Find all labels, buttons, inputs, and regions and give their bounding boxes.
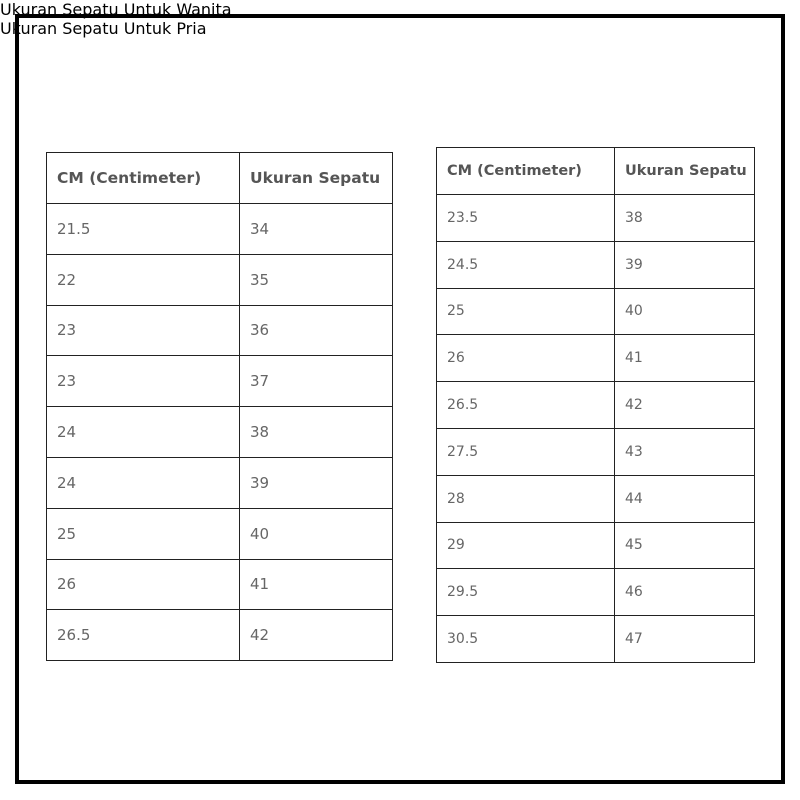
table-cell: 44 — [614, 474, 755, 523]
table-cell: 38 — [614, 194, 755, 242]
table-cell: 24.5 — [436, 240, 615, 289]
table-cell: 45 — [614, 521, 755, 570]
header-cell: CM (Centimeter) — [436, 147, 615, 195]
table-cell: 40 — [239, 507, 393, 560]
table-cell: 24 — [46, 456, 240, 509]
table-cell: 24 — [46, 406, 240, 458]
table-cell: 27.5 — [436, 427, 615, 476]
table-cell: 26 — [436, 334, 615, 383]
table-row: 24.5 39 — [436, 240, 755, 289]
table-cell: 35 — [239, 253, 393, 306]
table-cell: 41 — [239, 558, 393, 611]
table-cell: 26.5 — [46, 609, 240, 662]
header-cell: Ukuran Sepatu — [614, 147, 755, 195]
table-row: 28 44 — [436, 474, 755, 523]
table-row: 30.5 47 — [436, 615, 755, 663]
table-cell: 42 — [239, 609, 393, 662]
table-row: 24 38 — [46, 406, 393, 458]
table-cell: 46 — [614, 568, 755, 617]
size-table: CM (Centimeter) Ukuran Sepatu 21.5 34 22 35 23… — [46, 152, 393, 662]
table-cell: 26.5 — [436, 381, 615, 429]
table-row: 24 39 — [46, 456, 393, 509]
table-cell: 42 — [614, 381, 755, 429]
table-cell: 21.5 — [46, 203, 240, 255]
table-cell: 25 — [46, 507, 240, 560]
table-row: 26.5 42 — [46, 609, 393, 662]
table-row: 23 37 — [46, 355, 393, 408]
table-cell: 23 — [46, 355, 240, 408]
size-table: CM (Centimeter) Ukuran Sepatu 23.5 38 24.5 39… — [436, 147, 755, 663]
table-row: 23.5 38 — [436, 194, 755, 242]
table-cell: 41 — [614, 334, 755, 383]
header-row: CM (Centimeter) Ukuran Sepatu — [436, 147, 755, 195]
table-row: 26 41 — [46, 558, 393, 611]
header-cell: CM (Centimeter) — [46, 152, 240, 204]
table-cell: 39 — [239, 456, 393, 509]
table-cell: 47 — [614, 615, 755, 663]
table-cell: 38 — [239, 406, 393, 458]
table-cell: 30.5 — [436, 615, 615, 663]
header-cell: Ukuran Sepatu — [239, 152, 393, 204]
table-cell: 40 — [614, 287, 755, 336]
table-cell: 29.5 — [436, 568, 615, 617]
frame — [15, 14, 785, 784]
table-row: 29.5 46 — [436, 568, 755, 617]
table-cell: 26 — [46, 558, 240, 611]
table-row: 26 41 — [436, 334, 755, 383]
table-cell: 36 — [239, 304, 393, 357]
table-cell: 43 — [614, 427, 755, 476]
table-row: 21.5 34 — [46, 203, 393, 255]
table-cell: 23.5 — [436, 194, 615, 242]
table-row: 22 35 — [46, 253, 393, 306]
table-cell: 39 — [614, 240, 755, 289]
table-row: 26.5 42 — [436, 381, 755, 429]
table-row: 29 45 — [436, 521, 755, 570]
table-cell: 22 — [46, 253, 240, 306]
table-cell: 37 — [239, 355, 393, 408]
table-row: 25 40 — [436, 287, 755, 336]
table-cell: 34 — [239, 203, 393, 255]
table-row: 27.5 43 — [436, 427, 755, 476]
header-row: CM (Centimeter) Ukuran Sepatu — [46, 152, 393, 204]
table-title: Ukuran Sepatu Untuk Pria — [0, 19, 207, 38]
table-row: 23 36 — [46, 304, 393, 357]
table-cell: 25 — [436, 287, 615, 336]
table-cell: 28 — [436, 474, 615, 523]
table-cell: 23 — [46, 304, 240, 357]
table-row: 25 40 — [46, 507, 393, 560]
table-cell: 29 — [436, 521, 615, 570]
content: Ukuran Sepatu Untuk Wanita CM (Centimeter… — [0, 0, 800, 663]
